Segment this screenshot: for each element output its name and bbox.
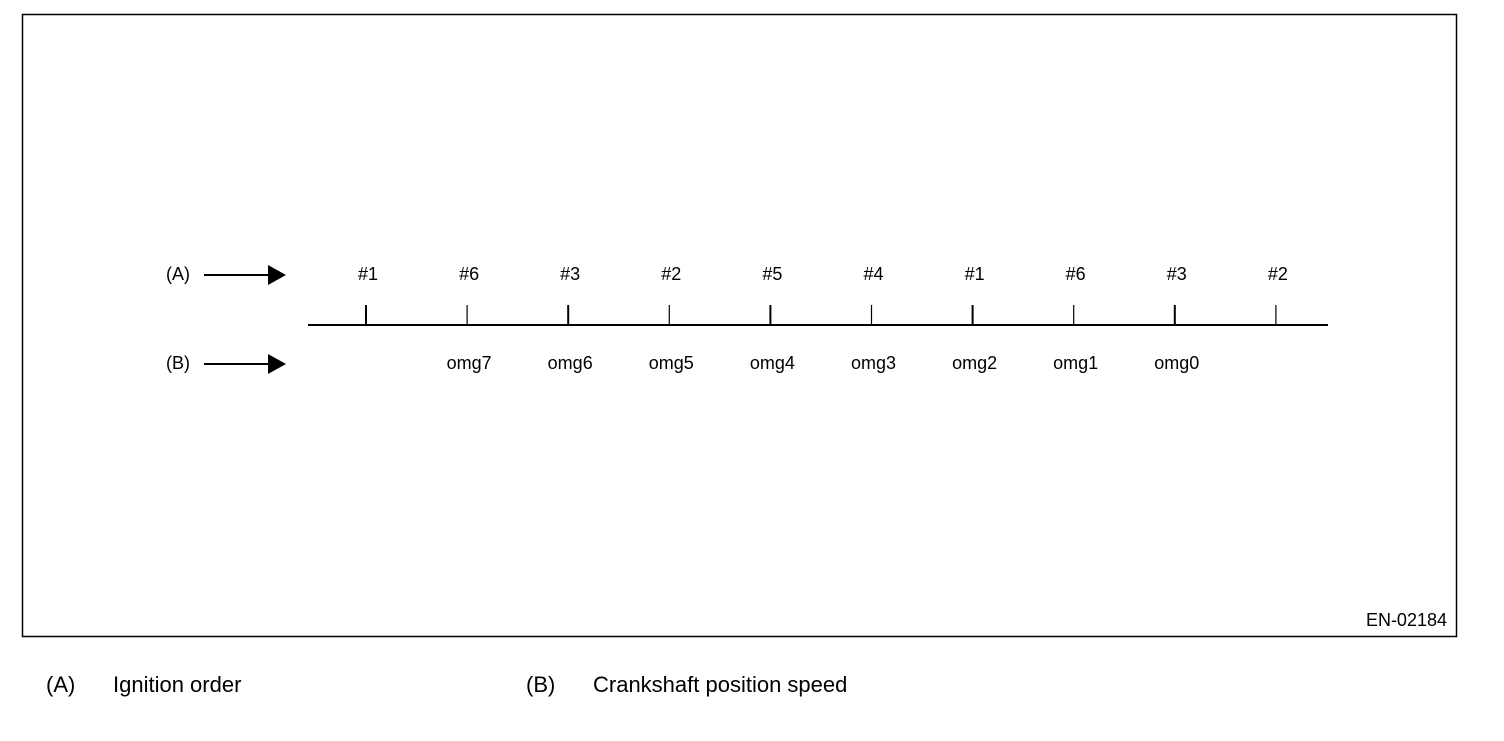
- speed-label: omg4: [750, 353, 795, 373]
- speed-label: omg5: [649, 353, 694, 373]
- speed-label: omg6: [548, 353, 593, 373]
- figure-id: EN-02184: [1366, 610, 1447, 630]
- row-marker: (B): [166, 353, 190, 373]
- speed-label: omg0: [1154, 353, 1199, 373]
- ignition-label: #6: [1066, 264, 1086, 284]
- ignition-label: #4: [863, 264, 883, 284]
- speed-label: omg7: [447, 353, 492, 373]
- speed-label: omg2: [952, 353, 997, 373]
- ignition-label: #3: [560, 264, 580, 284]
- speed-label: omg1: [1053, 353, 1098, 373]
- legend-key: (A): [46, 672, 75, 697]
- ignition-label: #3: [1167, 264, 1187, 284]
- speed-label: omg3: [851, 353, 896, 373]
- ignition-label: #6: [459, 264, 479, 284]
- ignition-label: #2: [661, 264, 681, 284]
- legend-text: Crankshaft position speed: [593, 672, 847, 697]
- ignition-label: #2: [1268, 264, 1288, 284]
- row-marker: (A): [166, 264, 190, 284]
- arrow-head: [268, 354, 286, 374]
- ignition-label: #5: [762, 264, 782, 284]
- arrow-head: [268, 265, 286, 285]
- figure-frame: [21, 13, 1458, 638]
- ignition-label: #1: [358, 264, 378, 284]
- legend-text: Ignition order: [113, 672, 241, 697]
- ignition-label: #1: [965, 264, 985, 284]
- legend-key: (B): [526, 672, 555, 697]
